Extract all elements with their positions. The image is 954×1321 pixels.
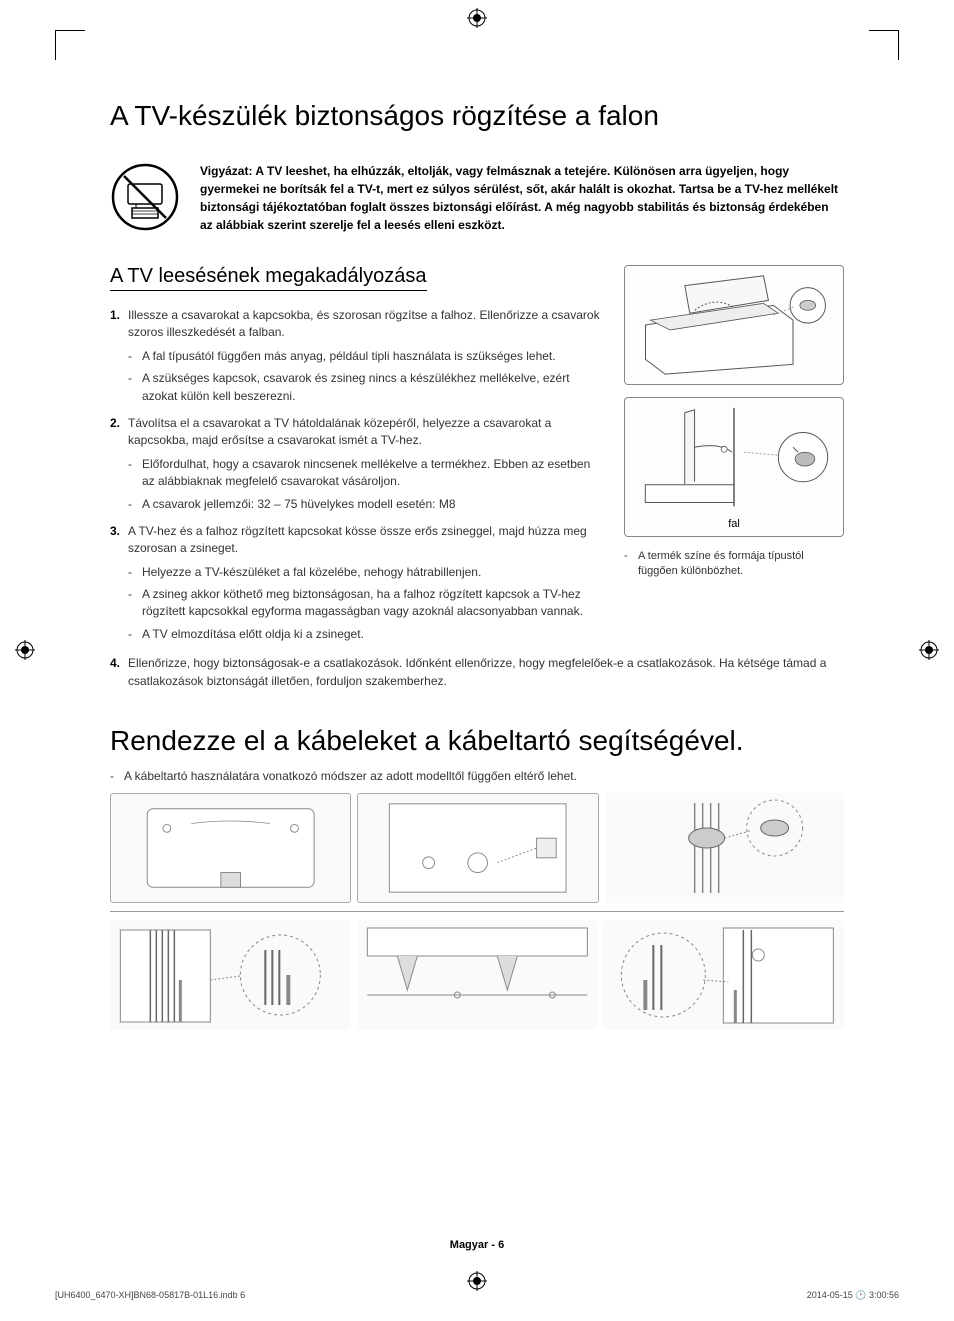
- step-3-dash-1: Helyezze a TV-készüléket a fal közelébe,…: [128, 564, 604, 581]
- step-2-text: Távolítsa el a csavarokat a TV hátoldalá…: [128, 416, 551, 447]
- figure-wall-mount-bottom: fal: [624, 397, 844, 537]
- print-footer-right: 2014-05-15 🕐 3:00:56: [807, 1290, 899, 1301]
- page-footer: Magyar - 6: [0, 1239, 954, 1251]
- page-title-2: Rendezze el a kábeleket a kábeltartó seg…: [110, 725, 844, 757]
- step-2-num: 2.: [110, 415, 120, 432]
- step-3-text: A TV-hez és a falhoz rögzített kapcsokat…: [128, 524, 587, 555]
- step-4-num: 4.: [110, 655, 120, 672]
- cable-note: A kábeltartó használatára vonatkozó móds…: [110, 769, 844, 783]
- step-3-num: 3.: [110, 523, 120, 540]
- step-2: 2. Távolítsa el a csavarokat a TV hátold…: [110, 415, 604, 513]
- figure-wall-mount-top: [624, 265, 844, 385]
- registration-mark-bottom: [467, 1271, 487, 1291]
- cable-image-5: [357, 920, 598, 1030]
- step-3-dash-3: A TV elmozdítása előtt oldja ki a zsineg…: [128, 626, 604, 643]
- step-4-text: Ellenőrizze, hogy biztonságosak-e a csat…: [128, 656, 826, 687]
- cable-image-1: [110, 793, 351, 903]
- step-2-dash-1: Előfordulhat, hogy a csavarok nincsenek …: [128, 456, 604, 491]
- wall-label: fal: [728, 518, 740, 530]
- cable-image-6: [603, 920, 844, 1030]
- warning-paragraph: Vigyázat: A TV leeshet, ha elhúzzák, elt…: [200, 162, 844, 237]
- step-1-num: 1.: [110, 307, 120, 324]
- step-1-dash-2: A szükséges kapcsok, csavarok és zsineg …: [128, 370, 604, 405]
- print-footer-left: [UH6400_6470-XH]BN68-05817B-01L16.indb 6: [55, 1290, 245, 1301]
- no-climb-icon: [110, 162, 180, 237]
- step-4: 4. Ellenőrizze, hogy biztonságosak-e a c…: [110, 655, 844, 690]
- step-2-dash-2: A csavarok jellemzői: 32 – 75 hüvelykes …: [128, 496, 604, 513]
- step-1-dash-1: A fal típusától függően más anyag, példá…: [128, 348, 604, 365]
- step-1-text: Illessze a csavarokat a kapcsokba, és sz…: [128, 308, 600, 339]
- cable-image-3: [605, 793, 844, 903]
- cable-image-2: [357, 793, 598, 903]
- subtitle-prevent-fall: A TV leesésének megakadályozása: [110, 265, 427, 291]
- figure-note: A termék színe és formája típustól függő…: [624, 549, 844, 580]
- page-title-1: A TV-készülék biztonságos rögzítése a fa…: [110, 100, 844, 132]
- step-3-dash-2: A zsineg akkor köthető meg biztonságosan…: [128, 586, 604, 621]
- step-1: 1. Illessze a csavarokat a kapcsokba, és…: [110, 307, 604, 405]
- cable-row-divider: [110, 911, 844, 912]
- cable-image-4: [110, 920, 351, 1030]
- step-3: 3. A TV-hez és a falhoz rögzített kapcso…: [110, 523, 604, 643]
